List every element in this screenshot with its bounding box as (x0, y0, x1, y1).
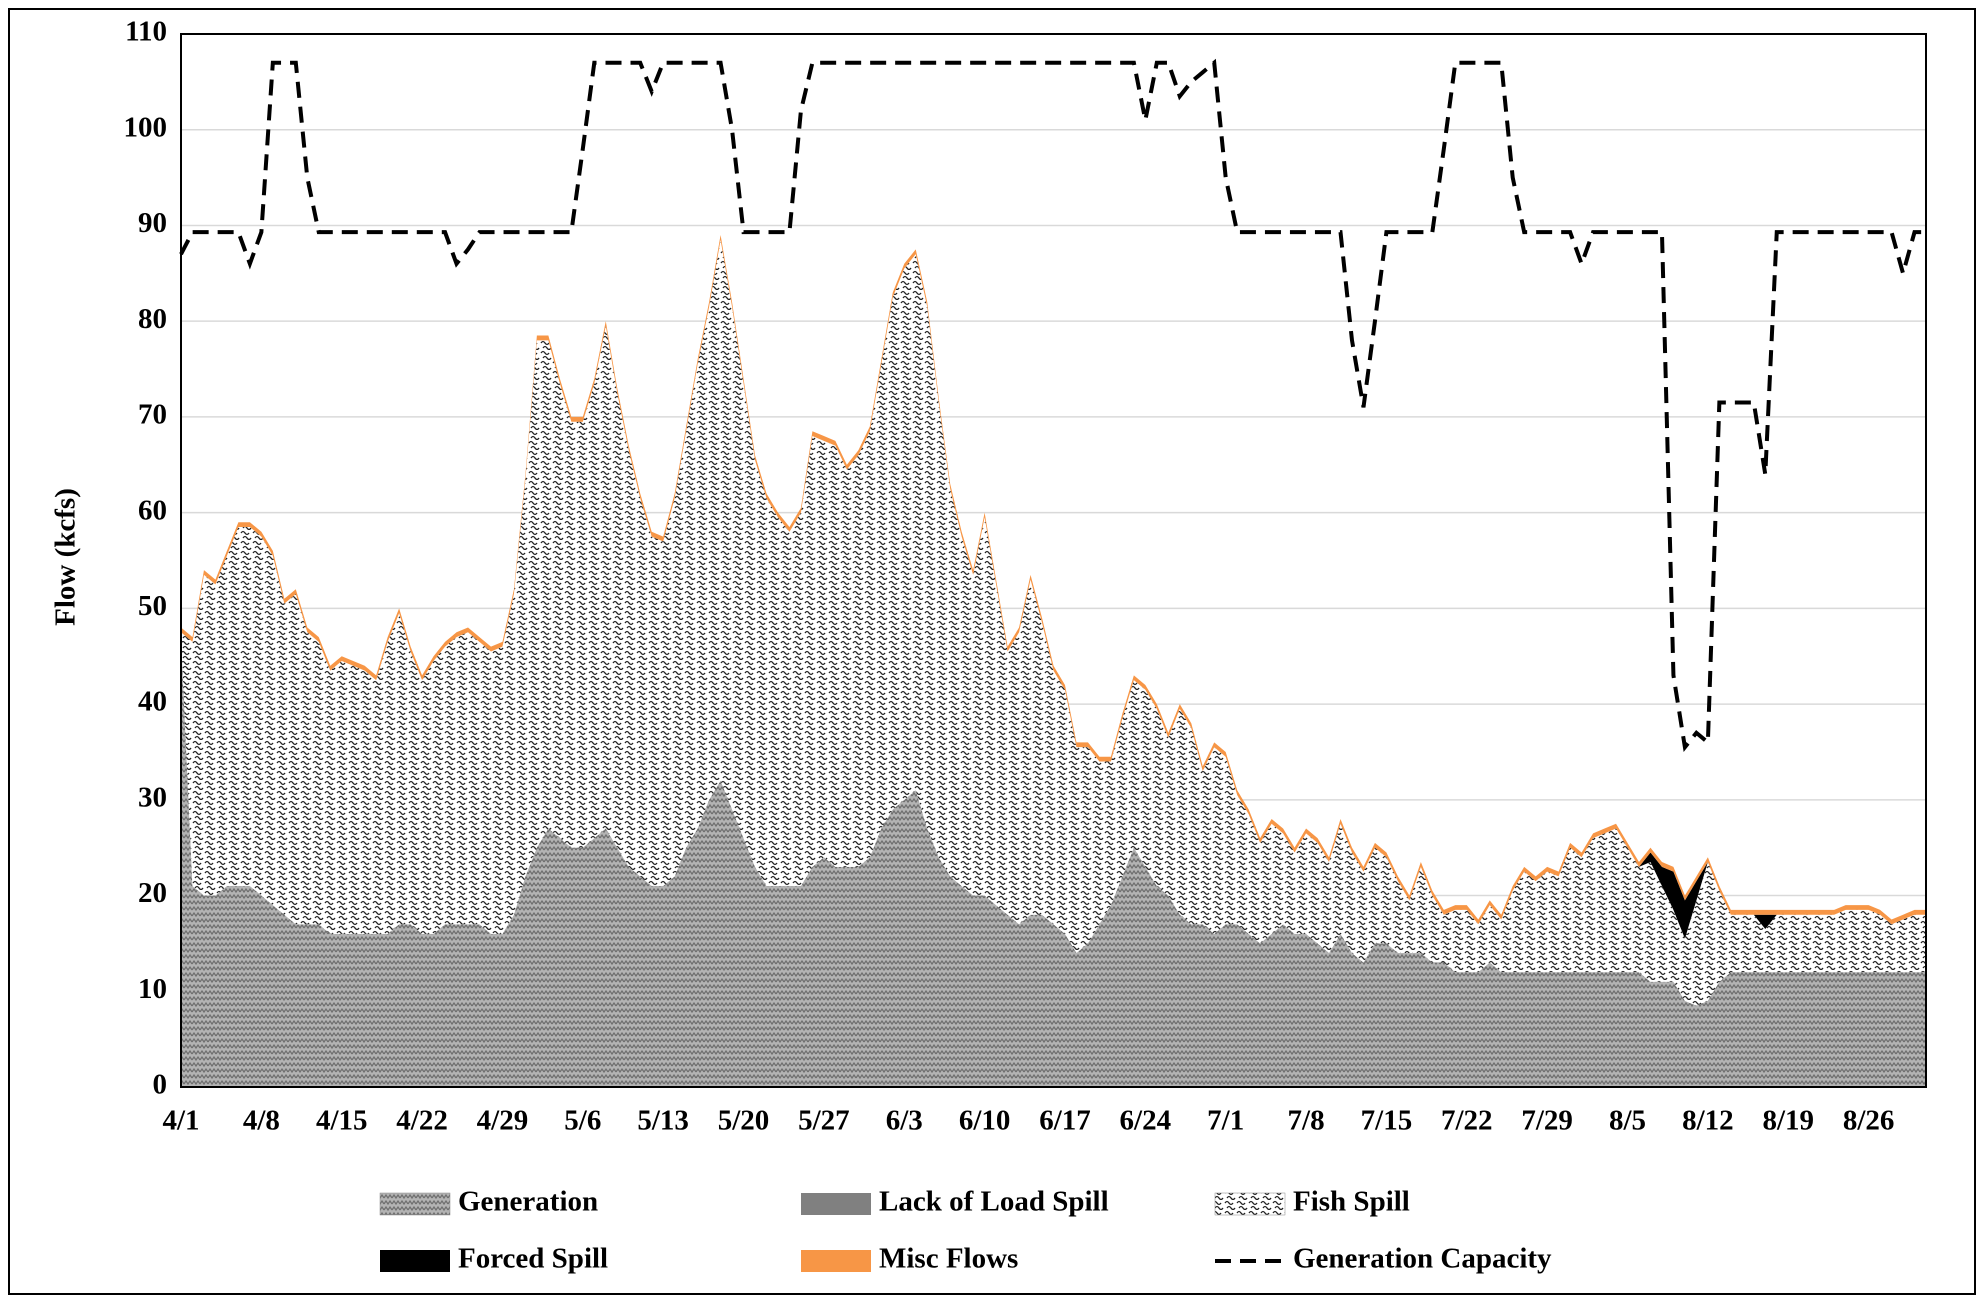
y-tick-label: 90 (138, 207, 167, 239)
x-tick-label: 4/29 (477, 1105, 529, 1137)
x-tick-label: 8/19 (1762, 1105, 1814, 1137)
x-tick-label: 7/1 (1207, 1105, 1244, 1137)
y-tick-label: 30 (138, 781, 167, 813)
x-tick-label: 6/24 (1120, 1105, 1172, 1137)
legend-label: Lack of Load Spill (879, 1186, 1109, 1218)
x-tick-label: 6/17 (1039, 1105, 1091, 1137)
x-tick-label: 5/27 (798, 1105, 850, 1137)
x-tick-label: 8/12 (1682, 1105, 1734, 1137)
y-tick-label: 60 (138, 494, 167, 526)
capacity-line (179, 58, 1926, 752)
x-tick-label: 6/10 (959, 1105, 1011, 1137)
x-tick-label: 5/6 (564, 1105, 601, 1137)
y-tick-label: 70 (138, 399, 167, 431)
x-tick-label: 4/22 (396, 1105, 448, 1137)
y-tick-label: 20 (138, 877, 167, 909)
legend-swatch (801, 1250, 871, 1272)
x-tick-label: 7/15 (1361, 1105, 1413, 1137)
x-tick-label: 7/22 (1441, 1105, 1493, 1137)
area-2 (181, 239, 1926, 1006)
legend-label: Misc Flows (879, 1243, 1018, 1275)
y-tick-label: 40 (138, 686, 167, 718)
legend-label: Forced Spill (458, 1243, 608, 1275)
x-tick-label: 8/5 (1609, 1105, 1646, 1137)
legend-swatch (379, 1192, 451, 1216)
legend-swatch (380, 1250, 450, 1272)
x-tick-label: 7/8 (1288, 1105, 1325, 1137)
area-0 (181, 637, 1926, 1087)
x-tick-label: 4/1 (162, 1105, 199, 1137)
y-tick-label: 110 (125, 16, 167, 48)
legend-label: Generation Capacity (1293, 1243, 1552, 1275)
y-tick-label: 50 (138, 590, 167, 622)
plot-frame (180, 33, 1927, 1088)
x-tick-label: 7/29 (1521, 1105, 1573, 1137)
legend-label: Generation (458, 1186, 598, 1218)
y-tick-label: 80 (138, 303, 167, 335)
legend-swatch (801, 1193, 871, 1215)
x-tick-label: 4/8 (243, 1105, 280, 1137)
outer-frame (8, 8, 1976, 1295)
y-axis-title: Flow (kcfs) (50, 488, 82, 626)
y-tick-label: 0 (153, 1069, 168, 1101)
x-tick-label: 5/20 (718, 1105, 770, 1137)
y-tick-label: 10 (138, 973, 167, 1005)
x-tick-label: 4/15 (316, 1105, 368, 1137)
legend-label: Fish Spill (1293, 1186, 1410, 1218)
x-tick-label: 8/26 (1843, 1105, 1895, 1137)
y-tick-label: 100 (124, 111, 168, 143)
x-tick-label: 6/3 (886, 1105, 923, 1137)
legend-swatch (1214, 1192, 1286, 1216)
x-tick-label: 5/13 (637, 1105, 689, 1137)
